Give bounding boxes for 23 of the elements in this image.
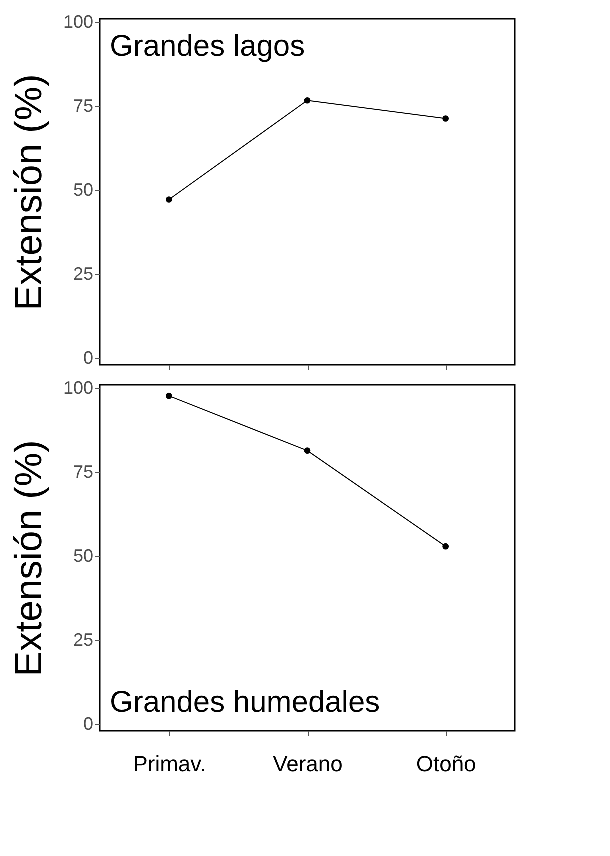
y-tick-label: 25 [73, 264, 94, 284]
point [442, 116, 449, 122]
y-tick-label: 50 [73, 546, 94, 566]
annotation: Grandes humedales [110, 686, 380, 719]
x-tick-label: Verano [273, 752, 343, 776]
x-tick-label: Primav. [133, 752, 206, 776]
annotation: Grandes lagos [110, 30, 306, 63]
y-tick-label: 0 [83, 348, 94, 368]
y-tick-label: 0 [83, 714, 94, 734]
y-tick-label: 50 [73, 180, 94, 200]
point [442, 543, 449, 550]
point [304, 97, 311, 104]
point [166, 392, 172, 400]
point [304, 448, 311, 454]
x-tick-label: Otoño [416, 752, 476, 776]
y-axis-title: Extensión (%) [8, 74, 50, 311]
y-tick-label: 25 [73, 630, 94, 650]
y-tick-label: 75 [73, 96, 94, 116]
y-tick-label: 100 [63, 378, 94, 398]
y-axis-title: Extensión (%) [8, 440, 50, 677]
y-tick-label: 75 [73, 462, 94, 482]
point [166, 196, 172, 203]
y-tick-label: 100 [63, 12, 94, 32]
